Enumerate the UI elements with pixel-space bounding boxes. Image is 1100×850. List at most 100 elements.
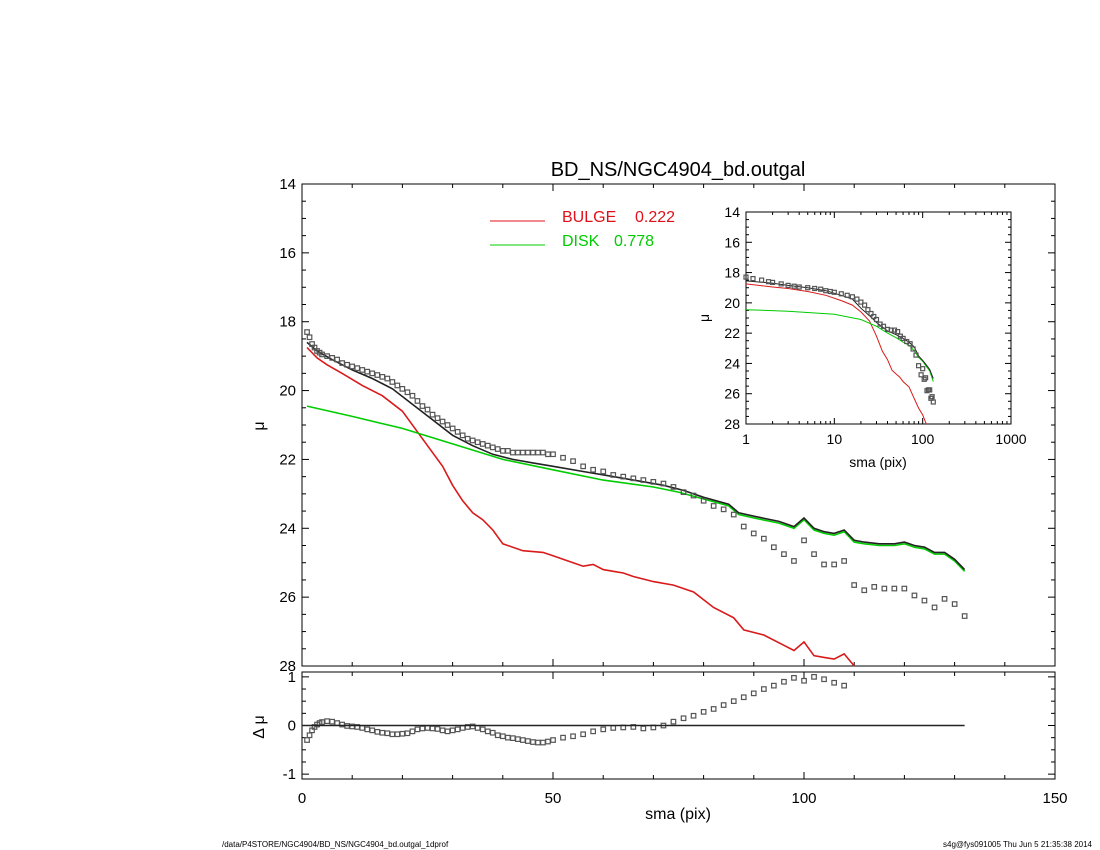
inset-panel: 14 16 18 20 22 24 26 281 10 100 1000 μ sma (pix) [696, 204, 1027, 470]
data-point [920, 366, 926, 372]
data-point [580, 731, 587, 738]
data-point [545, 738, 551, 745]
legend: BULGE 0.222 DISK 0.778 [490, 209, 675, 250]
data-point [770, 682, 777, 689]
data-point [354, 365, 361, 371]
residual-panel: 10-10 50 100 150 Δ μ sma (pix) [251, 669, 1068, 823]
data-point [530, 449, 536, 456]
data-point [922, 375, 929, 381]
y-tick-label: 16 [279, 245, 296, 262]
x-tick-label: 1000 [995, 431, 1026, 447]
data-point [865, 307, 871, 313]
data-point [434, 726, 441, 732]
data-point [730, 511, 737, 518]
data-point [871, 313, 877, 320]
inset-x-axis-label: sma (pix) [849, 454, 907, 470]
data-point [560, 734, 566, 741]
footer-timestamp: s4g@fys091005 Thu Jun 5 21:35:38 2014 [943, 840, 1093, 849]
inset-axis-ticks: 14 16 18 20 22 24 26 281 10 100 1000 [724, 204, 1026, 447]
data-point [841, 682, 848, 689]
data-point [379, 729, 386, 736]
data-point [791, 283, 797, 289]
data-point [364, 368, 371, 375]
data-point [921, 597, 928, 604]
data-point [399, 386, 406, 392]
data-point [700, 708, 707, 715]
data-point [743, 274, 749, 280]
data-point [811, 673, 817, 680]
legend-bulge-value: 0.222 [635, 209, 675, 226]
data-point [831, 679, 838, 686]
data-point [570, 458, 576, 464]
data-point [858, 299, 864, 305]
main-axis-ticks: 14 16 18 20 22 24 26 28 [279, 176, 1056, 675]
footer-file-path: /data/P4STORE/NGC4904/BD_NS/NGC4904_bd.o… [222, 840, 449, 849]
y-tick-label: 28 [279, 658, 296, 675]
data-point [913, 352, 919, 358]
data-point [444, 728, 451, 735]
data-point [479, 441, 486, 447]
data-point [469, 437, 476, 444]
data-point [630, 475, 637, 482]
data-point [650, 479, 657, 485]
data-point [851, 582, 858, 588]
data-point [640, 477, 647, 483]
data-point [384, 375, 391, 382]
data-point [812, 285, 818, 292]
data-point [394, 731, 401, 738]
main-panel: BD_NS/NGC4904_bd.outgal 14 16 18 20 22 24 26 28… [251, 159, 1056, 675]
data-point [449, 425, 456, 432]
y-tick-label: 0 [288, 718, 296, 735]
data-point [505, 448, 511, 454]
data-point [524, 738, 531, 744]
data-point [550, 451, 556, 458]
data-point [439, 418, 446, 425]
data-point [419, 725, 426, 732]
data-point [414, 726, 421, 733]
data-point [479, 726, 486, 733]
data-point [359, 367, 366, 373]
data-point [494, 446, 501, 452]
residual-series [302, 673, 965, 746]
y-tick-label: 22 [724, 325, 740, 341]
data-point [690, 492, 697, 499]
data-point [510, 735, 516, 742]
data-point [306, 334, 313, 341]
residual-axis-ticks: 10-10 50 100 150 [283, 669, 1068, 807]
data-point [409, 728, 416, 735]
data-point [590, 728, 597, 735]
data-point [394, 382, 401, 389]
data-point [730, 698, 737, 705]
data-point [881, 585, 888, 592]
data-point [540, 739, 546, 746]
data-point [720, 702, 727, 708]
data-point [454, 726, 461, 733]
y-tick-label: 20 [724, 295, 740, 311]
data-point [369, 370, 376, 377]
data-point [359, 725, 366, 731]
series-line-total [306, 341, 966, 571]
data-point [770, 544, 777, 551]
data-point [818, 286, 824, 292]
data-point [941, 595, 948, 602]
y-tick-label: -1 [283, 766, 296, 783]
data-point [710, 706, 717, 712]
data-point [374, 728, 381, 735]
data-point [304, 737, 310, 743]
legend-disk-value: 0.778 [614, 233, 654, 250]
data-point [900, 335, 906, 341]
data-point [459, 432, 466, 439]
data-point [324, 718, 330, 725]
data-point [389, 731, 396, 738]
data-point [424, 725, 431, 731]
data-point [384, 730, 391, 737]
data-point [871, 583, 878, 590]
data-point [910, 346, 916, 352]
data-point [660, 480, 667, 487]
data-point [474, 439, 481, 446]
data-point [801, 677, 807, 684]
data-point [349, 723, 355, 730]
data-point [334, 720, 340, 726]
data-point [404, 730, 411, 737]
